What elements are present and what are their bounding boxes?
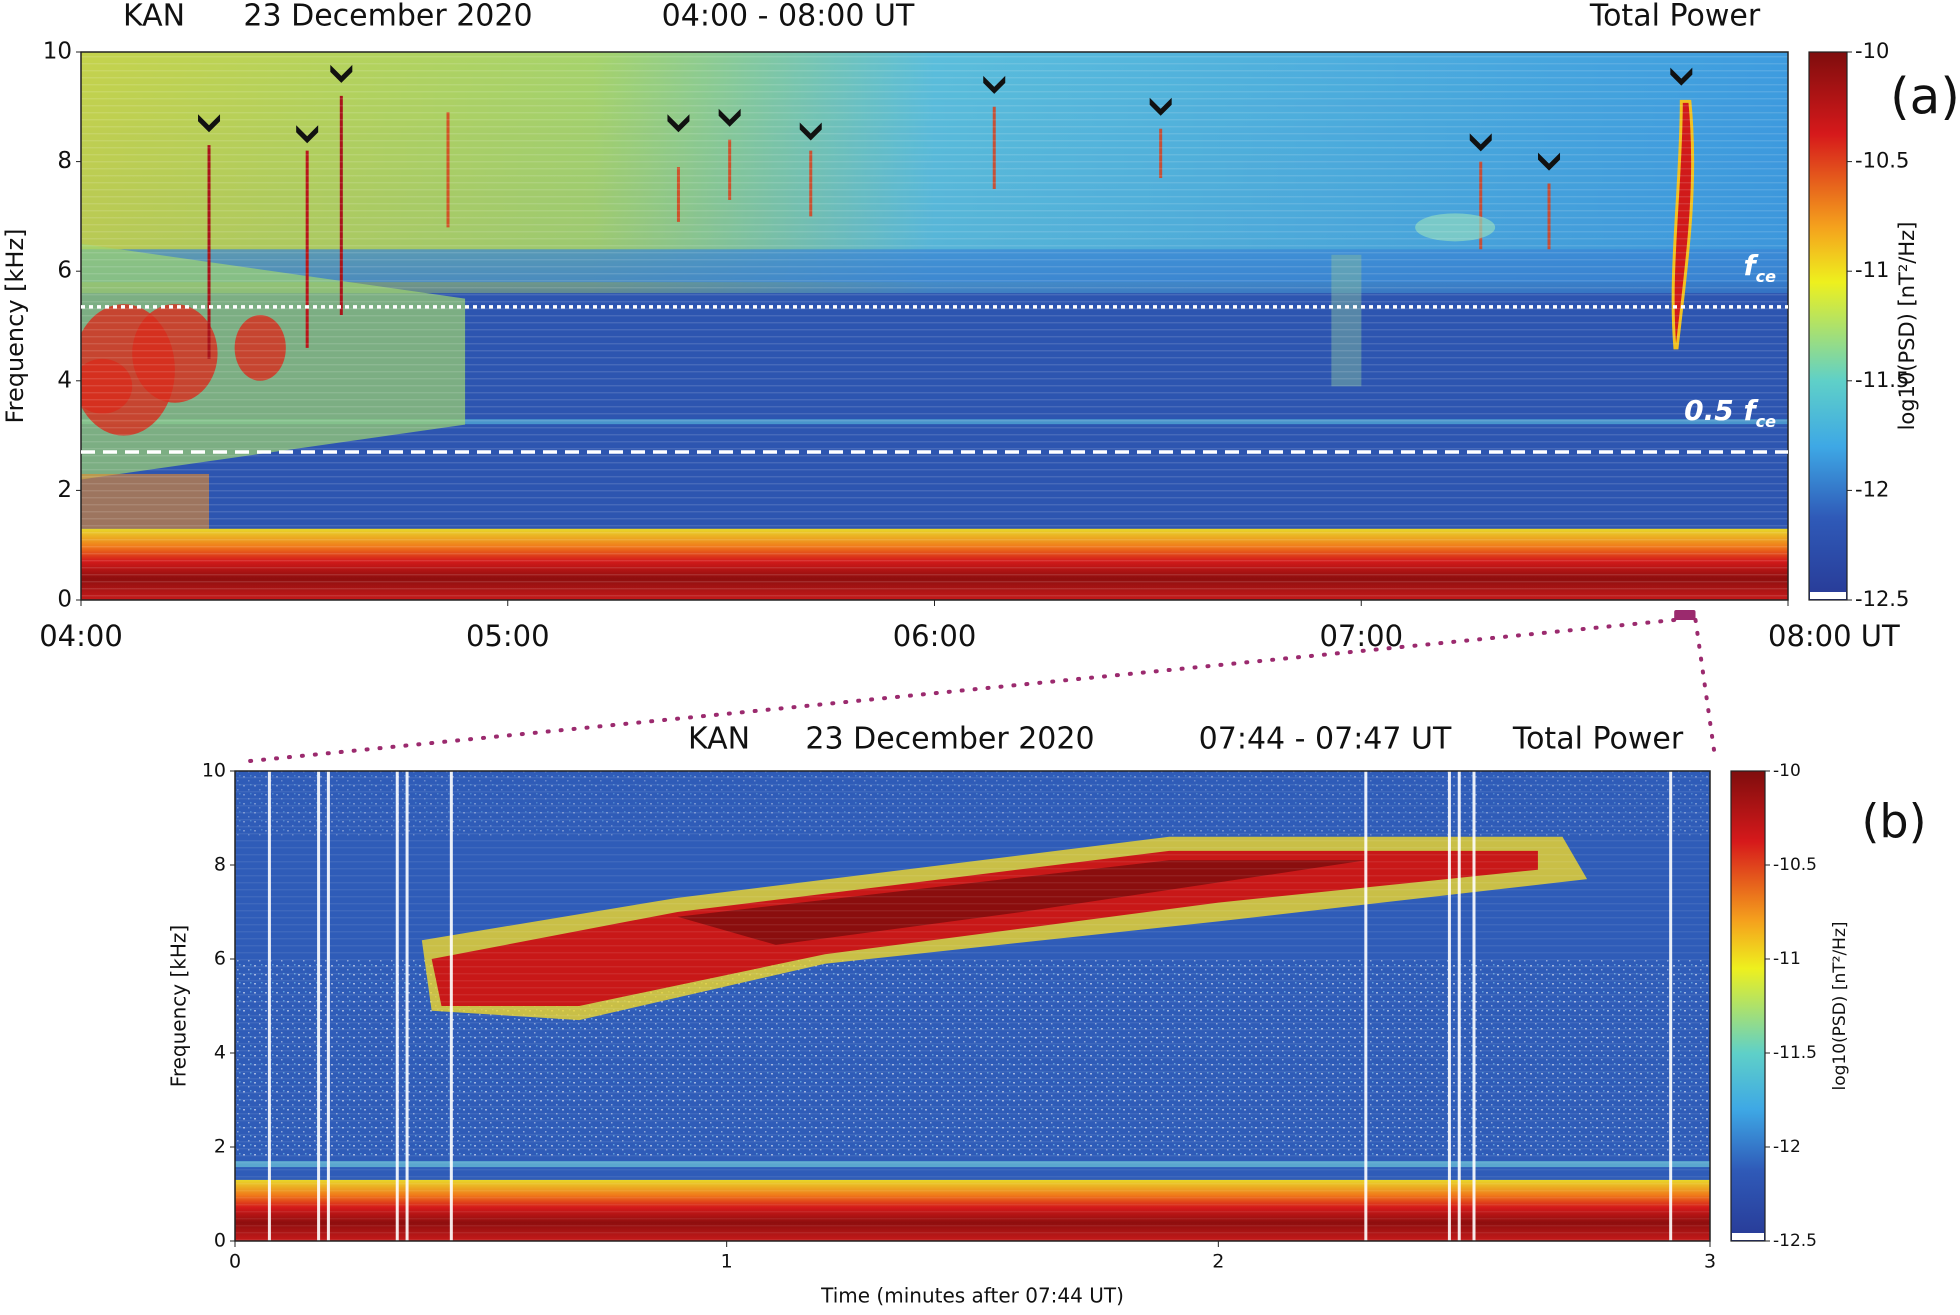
title-part: 07:44 - 07:47 UT: [1199, 722, 1452, 757]
colorbar: [1730, 770, 1766, 1242]
colorbar-tick-label: -10.5: [1773, 855, 1817, 875]
y-tick-label: 8: [214, 854, 226, 876]
title-part: 23 December 2020: [243, 0, 532, 34]
colorbar-label: log10(PSD) [nT²/Hz]: [1895, 222, 1919, 431]
reference-label: 0.5 fce: [1684, 394, 1776, 431]
reference-label: fce: [1743, 249, 1776, 286]
emission-marker: [1538, 152, 1561, 171]
x-tick-label: 08:00 UT: [1768, 619, 1900, 653]
y-axis-label: Frequency [kHz]: [1, 229, 29, 424]
y-tick-label: 4: [57, 367, 72, 393]
spectrogram-image: [235, 771, 1710, 1241]
colorbar-tick-label: -11.5: [1773, 1043, 1817, 1063]
colorbar-tick-label: -10: [1855, 39, 1889, 63]
x-axis-label: Time (minutes after 07:44 UT): [820, 1284, 1124, 1308]
stripes: [235, 771, 1710, 1241]
emission-marker: [667, 114, 690, 133]
emission-marker: [799, 122, 822, 141]
reference-label-text: f: [1743, 249, 1759, 282]
emission-marker: [1469, 133, 1492, 152]
y-tick-label: 10: [202, 760, 226, 782]
zoom-connector: [1693, 618, 1717, 759]
title-part: Total Power: [1512, 722, 1684, 757]
y-axis-label: Frequency [kHz]: [167, 925, 191, 1087]
x-tick-label: 06:00: [893, 619, 977, 653]
zoom-connector: [248, 618, 1677, 763]
colorbar-tick-label: -10: [1773, 761, 1801, 781]
title-part: KAN: [688, 722, 750, 757]
reference-label-text: 0.5 f: [1684, 394, 1759, 427]
x-tick-label: 3: [1704, 1251, 1716, 1273]
y-tick-label: 6: [57, 258, 72, 284]
spectrogram-image: [81, 52, 1788, 600]
colorbar-under: [1810, 592, 1846, 599]
colorbar-tick-label: -12.5: [1855, 587, 1909, 611]
y-tick-label: 6: [214, 948, 226, 970]
panel-label: (a): [1890, 68, 1960, 126]
title-part: 23 December 2020: [805, 722, 1094, 757]
reference-label-sub: ce: [1756, 266, 1776, 285]
emission-marker: [296, 125, 319, 144]
stripes: [81, 52, 1788, 600]
x-tick-label: 0: [229, 1251, 241, 1273]
emission-marker: [1149, 97, 1172, 116]
x-tick-label: 05:00: [466, 619, 550, 653]
colorbar-tick-label: -11: [1773, 949, 1801, 969]
y-tick-label: 2: [214, 1136, 226, 1158]
emission-marker: [330, 64, 353, 83]
colorbar-tick-label: -10.5: [1855, 149, 1909, 173]
colorbar-tick-label: -12.5: [1773, 1231, 1817, 1251]
colorbar-tick-label: -12: [1773, 1137, 1801, 1157]
y-tick-label: 0: [57, 587, 72, 613]
y-tick-label: 4: [214, 1042, 226, 1064]
x-tick-label: 1: [721, 1251, 733, 1273]
y-tick-label: 8: [57, 148, 72, 174]
colorbar: [1808, 51, 1848, 601]
y-tick-label: 0: [214, 1230, 226, 1252]
y-tick-label: 10: [43, 39, 72, 65]
colorbar-tick-label: -11: [1855, 258, 1889, 282]
colorbar-tick-label: -11.5: [1855, 368, 1909, 392]
title-part: 04:00 - 08:00 UT: [662, 0, 915, 34]
emission-marker: [718, 108, 741, 127]
y-tick-label: 2: [57, 477, 72, 503]
reference-label-sub: ce: [1756, 412, 1776, 431]
emission-marker: [1670, 67, 1693, 86]
plot-frame: [234, 770, 1711, 1242]
emission-marker: [983, 75, 1006, 94]
x-tick-label: 04:00: [39, 619, 123, 653]
colorbar-label: log10(PSD) [nT²/Hz]: [1830, 921, 1850, 1090]
colorbar-under: [1732, 1233, 1764, 1240]
title-part: KAN: [123, 0, 185, 34]
x-tick-label: 2: [1212, 1251, 1224, 1273]
title-part: Total Power: [1589, 0, 1761, 34]
panel-label: (b): [1861, 795, 1926, 849]
emission-marker: [198, 114, 221, 133]
zoom-range: [1674, 610, 1696, 620]
colorbar-tick-label: -12: [1855, 477, 1889, 501]
